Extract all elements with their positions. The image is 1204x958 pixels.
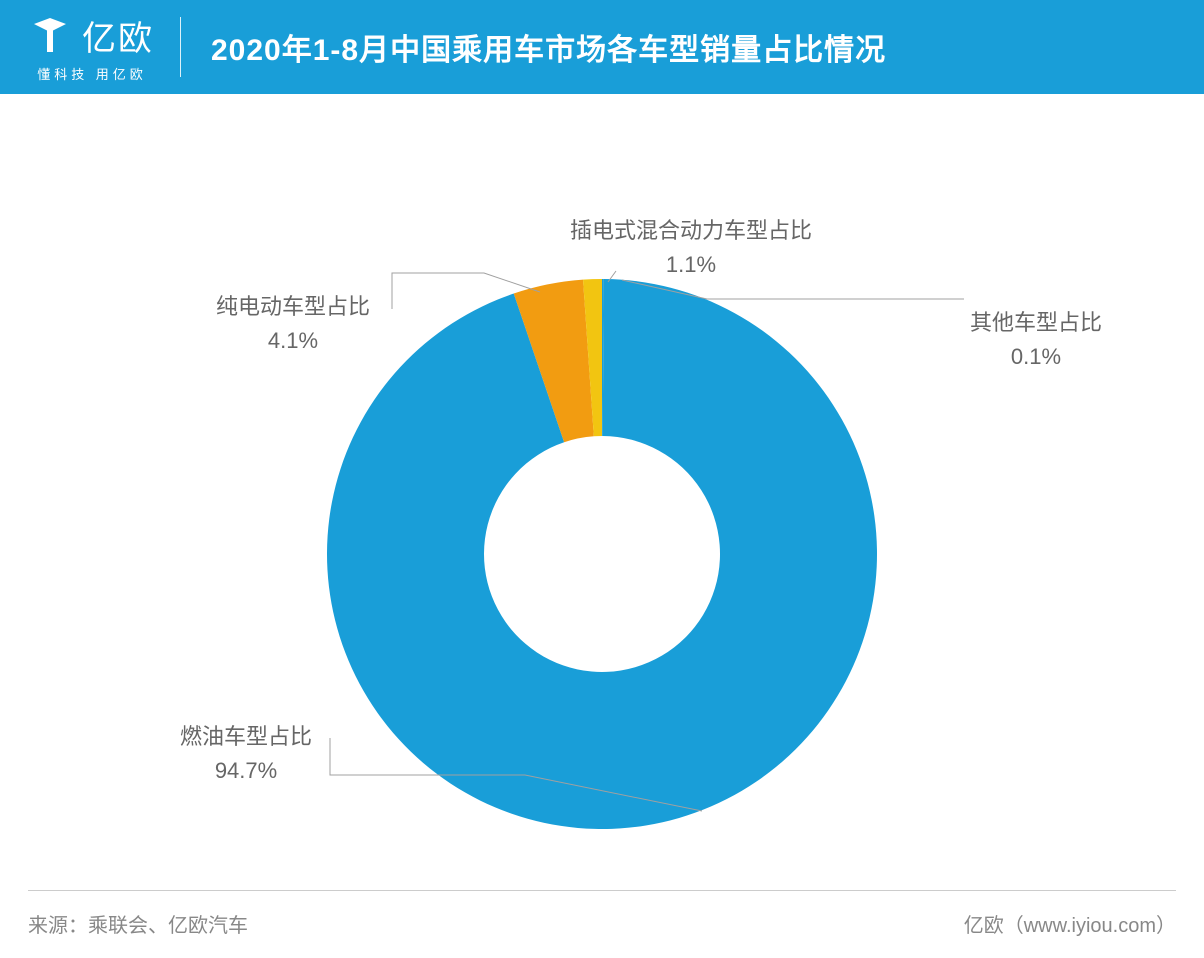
callout-text: 燃油车型占比94.7% bbox=[180, 720, 312, 788]
source-label: 来源：乘联会、亿欧汽车 bbox=[28, 909, 248, 938]
chart-title: 2020年1-8月中国乘用车市场各车型销量占比情况 bbox=[211, 25, 886, 69]
header: 亿欧 懂科技 用亿欧 2020年1-8月中国乘用车市场各车型销量占比情况 bbox=[0, 0, 1204, 94]
chart-area: 插电式混合动力车型占比1.1% 其他车型占比0.1% 纯电动车型占比4.1% 燃油车型… bbox=[0, 94, 1204, 894]
header-divider bbox=[180, 17, 181, 77]
callout-text: 其他车型占比0.1% bbox=[970, 306, 1102, 374]
logo-mark-icon bbox=[30, 16, 70, 56]
callout-text: 纯电动车型占比4.1% bbox=[216, 290, 370, 358]
callout-text: 插电式混合动力车型占比1.1% bbox=[570, 214, 812, 282]
logo-name: 亿欧 bbox=[82, 11, 154, 60]
logo-tagline: 懂科技 用亿欧 bbox=[37, 64, 147, 83]
brand-logo: 亿欧 懂科技 用亿欧 bbox=[30, 11, 154, 83]
footer: 来源：乘联会、亿欧汽车 亿欧（www.iyiou.com） bbox=[0, 890, 1204, 938]
brand-label: 亿欧（www.iyiou.com） bbox=[964, 909, 1176, 938]
